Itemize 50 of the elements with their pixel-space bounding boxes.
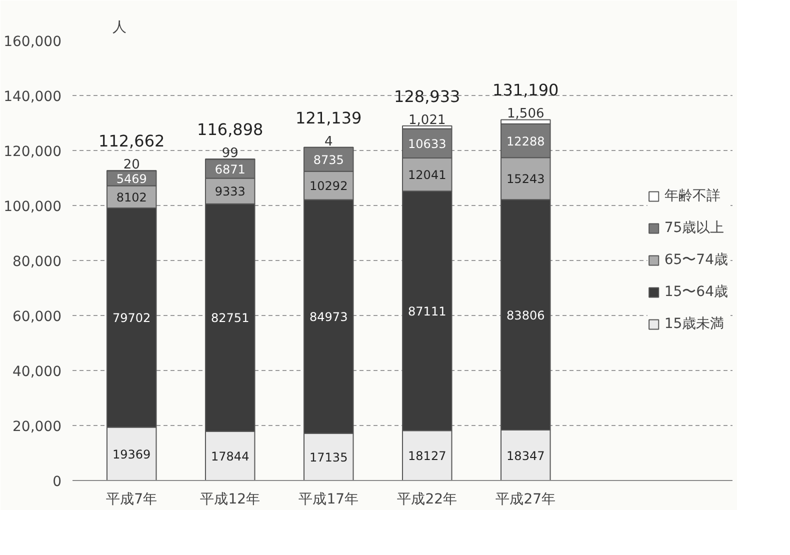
data-label: 17135	[310, 450, 348, 464]
legend-label: 15歳未満	[664, 315, 724, 333]
y-tick-label: 160,000	[4, 34, 62, 50]
data-label: 5469	[116, 172, 147, 186]
y-tick-label: 60,000	[12, 309, 62, 325]
x-tick-label: 平成27年	[496, 492, 556, 508]
data-label: 9333	[214, 184, 246, 199]
y-tick-label: 0	[52, 474, 62, 490]
data-label: 19369	[112, 447, 151, 462]
data-label: 10633	[408, 136, 446, 151]
y-tick-label: 120,000	[4, 144, 62, 160]
data-label: 17844	[211, 449, 250, 464]
data-label: 83806	[506, 308, 545, 322]
data-label: 87111	[408, 304, 446, 318]
x-tick-label: 平成7年	[106, 492, 158, 508]
data-label: 79702	[112, 311, 151, 326]
data-label: 84973	[310, 310, 348, 324]
data-label: 82751	[211, 311, 250, 326]
data-label: 15243	[506, 172, 545, 186]
total-label: 116,898	[197, 120, 264, 140]
x-tick-label: 平成17年	[298, 492, 359, 508]
total-label: 131,190	[492, 80, 559, 100]
data-label: 20	[123, 158, 140, 173]
total-label: 112,662	[98, 132, 165, 151]
data-label: 4	[324, 134, 333, 150]
legend-label: 年齢不詳	[664, 187, 720, 205]
legend-label: 75歳以上	[664, 219, 724, 237]
data-label: 12041	[408, 168, 446, 182]
data-label: 1,506	[507, 106, 544, 122]
data-label: 99	[222, 146, 238, 162]
x-tick-label: 平成12年	[200, 492, 260, 508]
data-label: 8735	[313, 152, 344, 167]
y-tick-label: 100,000	[4, 199, 62, 215]
data-label: 12288	[506, 134, 545, 148]
y-tick-label: 20,000	[12, 419, 62, 435]
data-label: 18347	[506, 448, 545, 463]
total-label: 128,933	[394, 86, 460, 106]
y-tick-label: 140,000	[4, 89, 62, 105]
legend-label: 65〜74歳	[664, 251, 728, 269]
y-tick-label: 40,000	[12, 364, 62, 380]
data-label: 6871	[214, 162, 246, 176]
y-tick-label: 80,000	[12, 254, 62, 270]
y-axis-title: 人	[112, 20, 126, 36]
data-label: 1,021	[408, 112, 446, 128]
data-label: 8102	[116, 190, 147, 204]
legend-label: 15〜64歳	[664, 283, 728, 301]
total-label: 121,139	[296, 108, 362, 128]
data-label: 18127	[408, 449, 446, 464]
data-label: 10292	[310, 179, 348, 194]
x-tick-label: 平成22年	[397, 492, 458, 508]
